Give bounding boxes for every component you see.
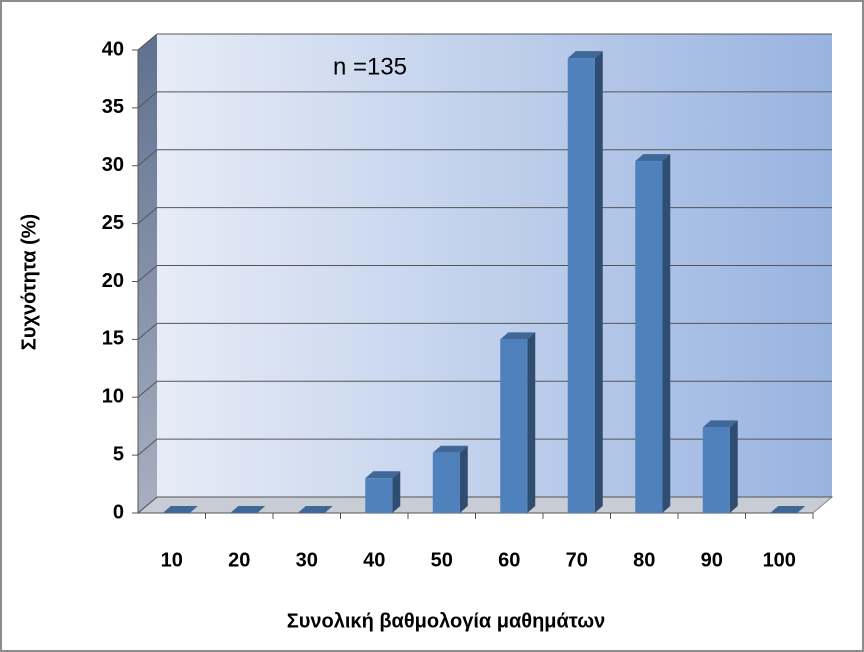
bar-side	[662, 154, 671, 513]
bar-side	[527, 332, 536, 513]
bar-top	[365, 471, 401, 479]
y-axis-label: Συχνότητα (%)	[18, 214, 40, 350]
bar	[635, 161, 663, 513]
y-tick-label: 5	[113, 443, 124, 465]
x-tick-label: 40	[363, 549, 385, 571]
x-tick-label: 60	[498, 549, 520, 571]
bar-top	[702, 420, 738, 428]
x-tick-label: 20	[228, 549, 250, 571]
x-axis-label: Συνολική βαθμολογία μαθημάτων	[287, 610, 605, 632]
x-tick-label: 70	[566, 549, 588, 571]
x-tick-label: 30	[296, 549, 318, 571]
annotation: n =135	[333, 53, 407, 80]
y-tick-label: 0	[113, 501, 124, 523]
plot-area	[132, 33, 834, 519]
x-tick-label: 50	[431, 549, 453, 571]
bar	[702, 427, 730, 513]
y-tick-label: 30	[102, 154, 124, 176]
grid-line-side	[137, 438, 158, 456]
y-tick-label: 25	[102, 212, 124, 234]
bar	[432, 452, 460, 513]
y-tick-label: 40	[102, 38, 124, 60]
bar-top	[500, 332, 536, 340]
bar-top	[297, 506, 333, 513]
bar-side	[392, 471, 401, 513]
bar-top	[162, 506, 198, 513]
bar-top	[635, 154, 671, 162]
grid-line-side	[137, 91, 158, 109]
grid-line-side	[137, 496, 158, 514]
y-tick-label: 15	[102, 328, 124, 350]
y-tick-label: 35	[102, 96, 124, 118]
y-tick-label: 20	[102, 270, 124, 292]
x-tick-label: 80	[633, 549, 655, 571]
grid-line-side	[137, 207, 158, 225]
grid-line-side	[137, 322, 158, 340]
bar	[365, 478, 393, 513]
bar	[567, 58, 595, 513]
grid-line-side	[137, 380, 158, 398]
bar-side	[729, 420, 738, 513]
y-tick-label: 10	[102, 386, 124, 408]
bar-top	[230, 506, 266, 513]
bar-top	[567, 51, 603, 59]
bar-side	[459, 445, 468, 513]
x-tick-label: 10	[161, 549, 183, 571]
grid-line-side	[137, 149, 158, 167]
bar-top	[432, 445, 468, 453]
grid-line-side	[137, 33, 158, 51]
bar-side	[594, 51, 603, 513]
bar-top	[770, 506, 806, 513]
bar	[500, 339, 528, 513]
grid-line-side	[137, 265, 158, 282]
x-tick-label: 90	[701, 549, 723, 571]
x-tick-label: 100	[763, 549, 796, 571]
